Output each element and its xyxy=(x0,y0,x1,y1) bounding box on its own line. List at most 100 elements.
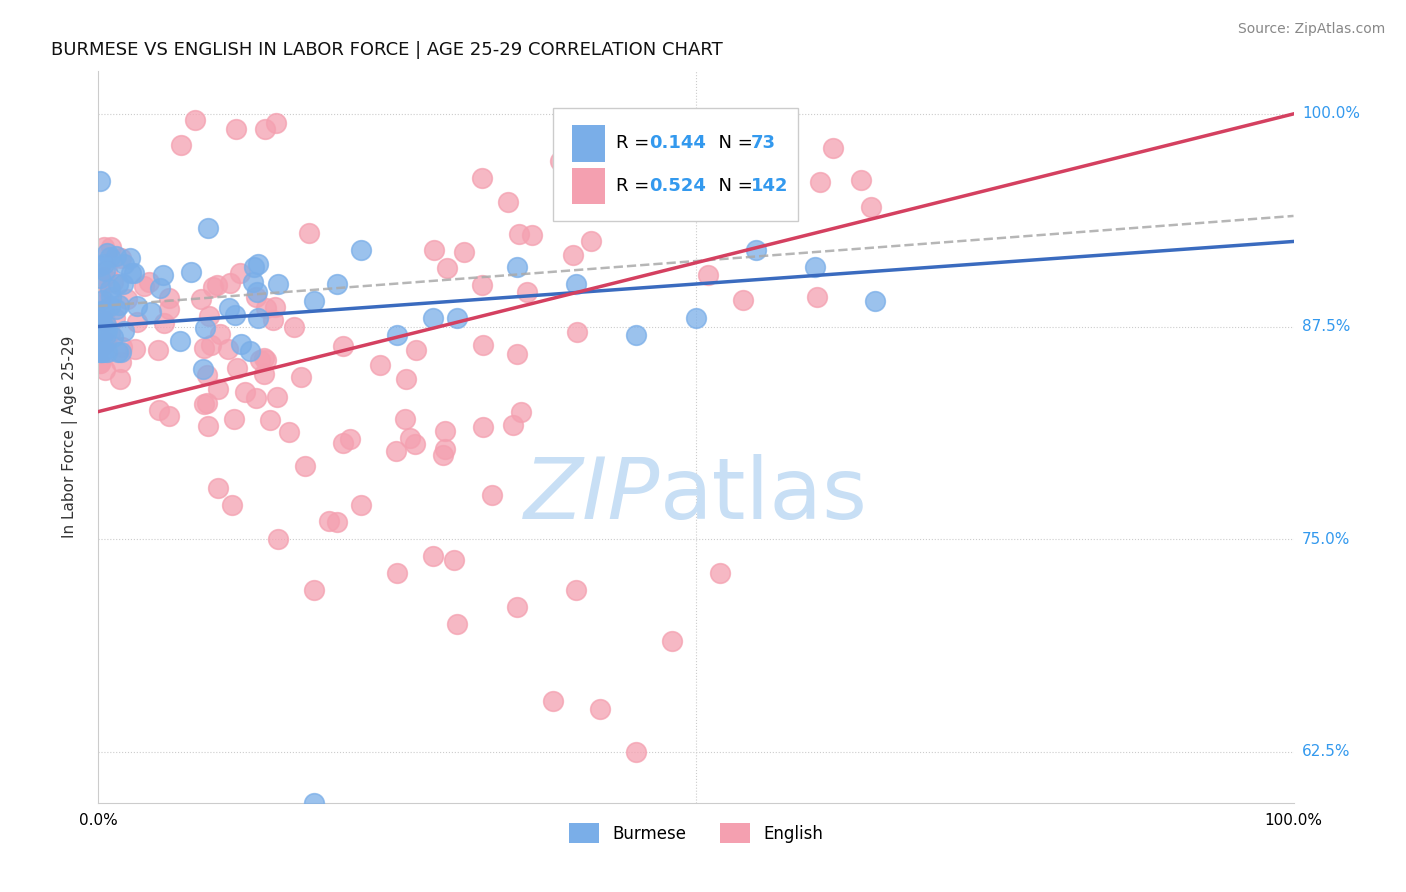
Point xyxy=(859,200,882,214)
Point xyxy=(91,316,114,330)
Point xyxy=(148,343,170,357)
Point xyxy=(89,294,111,309)
Point xyxy=(89,259,111,273)
Point xyxy=(733,293,755,307)
Point xyxy=(506,347,529,361)
Point xyxy=(112,277,135,291)
Point xyxy=(157,409,180,423)
Point xyxy=(93,326,115,341)
Point xyxy=(283,319,305,334)
Point xyxy=(108,372,131,386)
Point xyxy=(318,514,340,528)
Point xyxy=(370,359,392,373)
Point xyxy=(218,301,240,315)
Text: R =: R = xyxy=(616,177,655,194)
Point xyxy=(96,246,118,260)
Point xyxy=(100,290,122,304)
Point xyxy=(384,443,406,458)
Point xyxy=(626,328,648,343)
Text: N =: N = xyxy=(707,177,758,194)
Point xyxy=(195,368,218,383)
Point xyxy=(498,195,520,210)
Point xyxy=(191,362,214,376)
Point xyxy=(89,307,111,321)
Point xyxy=(225,121,247,136)
Point xyxy=(101,330,124,344)
Point xyxy=(110,345,132,359)
Point xyxy=(502,417,524,432)
Point xyxy=(208,327,231,342)
Point xyxy=(277,425,299,440)
Point xyxy=(246,310,269,325)
Point xyxy=(193,321,215,335)
Point xyxy=(423,243,446,257)
Point xyxy=(453,245,475,260)
Point xyxy=(90,345,112,359)
Text: 87.5%: 87.5% xyxy=(1302,319,1350,334)
Point xyxy=(221,498,243,512)
Point xyxy=(148,281,170,295)
Point xyxy=(193,341,215,355)
Point xyxy=(198,309,221,323)
Point xyxy=(436,260,458,275)
Point xyxy=(98,326,121,340)
Point xyxy=(422,549,444,563)
Text: ZIP: ZIP xyxy=(524,454,661,537)
Point xyxy=(93,257,115,271)
Point xyxy=(242,275,264,289)
Point xyxy=(98,250,121,264)
Point xyxy=(626,745,648,759)
Point xyxy=(124,266,146,280)
Point xyxy=(127,315,149,329)
Point xyxy=(581,234,603,248)
Point xyxy=(96,335,118,350)
Point xyxy=(339,432,361,446)
Point xyxy=(510,405,533,419)
Point xyxy=(170,138,193,153)
Point xyxy=(98,299,121,313)
Point xyxy=(302,796,325,810)
Point xyxy=(422,311,444,326)
Point xyxy=(110,251,132,265)
Point xyxy=(394,411,416,425)
Text: atlas: atlas xyxy=(661,454,868,537)
Point xyxy=(804,260,827,274)
Point xyxy=(520,227,543,242)
Text: 100.0%: 100.0% xyxy=(1302,106,1360,121)
Point xyxy=(865,293,887,308)
Point xyxy=(245,391,267,405)
Point xyxy=(104,249,127,263)
Point xyxy=(302,583,325,598)
Point xyxy=(93,363,115,377)
Point xyxy=(94,314,117,328)
Point xyxy=(243,260,266,274)
Text: N =: N = xyxy=(707,135,758,153)
Point xyxy=(94,318,117,332)
FancyBboxPatch shape xyxy=(572,125,605,161)
Point xyxy=(152,268,174,283)
Point xyxy=(434,442,457,457)
Text: 62.5%: 62.5% xyxy=(1302,744,1350,759)
Point xyxy=(326,515,349,529)
Point xyxy=(697,268,720,283)
Point xyxy=(207,382,229,396)
Point xyxy=(508,227,530,242)
Point xyxy=(399,431,422,445)
Point xyxy=(229,266,252,280)
Point xyxy=(565,277,588,291)
Point xyxy=(132,278,155,293)
Point xyxy=(104,311,127,326)
Point xyxy=(446,311,468,326)
Text: 0.524: 0.524 xyxy=(650,177,706,194)
Point xyxy=(266,390,288,404)
Point xyxy=(849,172,872,186)
Point xyxy=(253,351,276,365)
Point xyxy=(247,257,270,271)
Point xyxy=(565,583,588,598)
Point xyxy=(107,345,129,359)
Point xyxy=(200,338,222,352)
Point xyxy=(225,361,247,376)
Point xyxy=(112,324,135,338)
Point xyxy=(433,424,456,438)
Point xyxy=(471,171,494,186)
